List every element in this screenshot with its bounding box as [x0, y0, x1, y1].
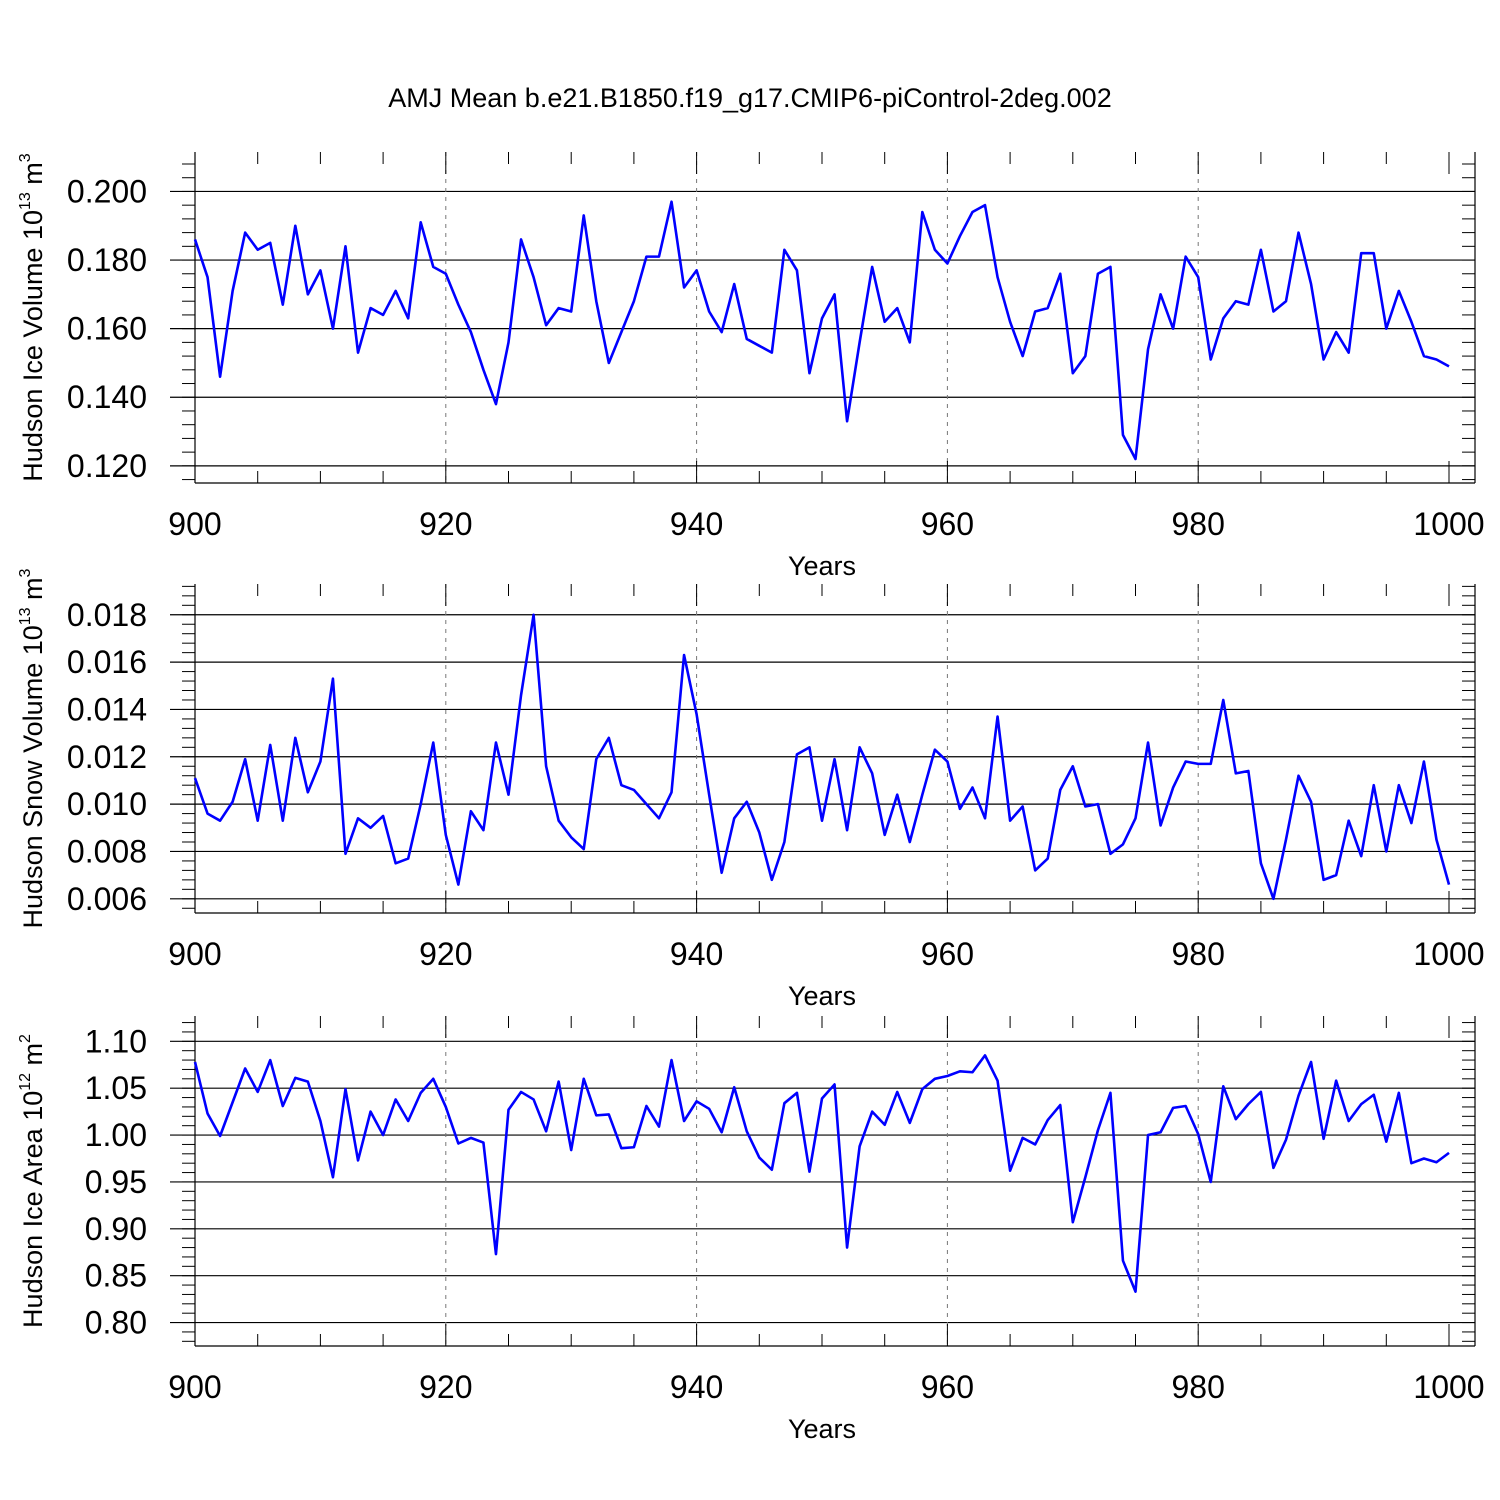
- x-tick-label: 960: [921, 1369, 974, 1405]
- x-tick-label: 920: [419, 1369, 472, 1405]
- panel-2: 0.006 0.008 0.010 0.012 0.014 0.016 0.018 900 92…: [17, 568, 1485, 1011]
- x-tick-label: 1000: [1413, 506, 1484, 542]
- y-axis-title-superscript: 12: [17, 1073, 34, 1091]
- y-tick-label: 0.85: [85, 1258, 147, 1294]
- y-tick-label: 0.014: [67, 691, 147, 727]
- series-line: [193, 200, 1450, 461]
- x-axis-title: Years: [788, 551, 856, 581]
- y-axis-title: Hudson Ice Volume 1013 m3: [17, 153, 48, 481]
- y-tick-label: 0.180: [67, 242, 147, 278]
- x-tick-label: 940: [670, 936, 723, 972]
- y-axis-title-part: Hudson Ice Area 10: [18, 1091, 48, 1328]
- x-tick-label: 1000: [1413, 1369, 1484, 1405]
- x-tick-label: 900: [168, 506, 221, 542]
- y-axis-title-superscript: 2: [17, 1034, 34, 1043]
- series-line: [193, 613, 1451, 901]
- x-tick-label: 980: [1172, 1369, 1225, 1405]
- x-tick-label: 940: [670, 506, 723, 542]
- x-tick-label: 980: [1172, 506, 1225, 542]
- y-tick-label: 0.140: [67, 379, 147, 415]
- x-tick-label: 1000: [1413, 936, 1484, 972]
- y-axis-title-part: m: [18, 1043, 48, 1073]
- panels: 0.120 0.140 0.160 0.180 0.200 900 920 940 960 980…: [17, 152, 1485, 1444]
- x-tick-label: 900: [168, 936, 221, 972]
- y-tick-label: 1.05: [85, 1070, 147, 1106]
- x-tick-label: 980: [1172, 936, 1225, 972]
- y-tick-label: 1.10: [85, 1023, 147, 1059]
- y-axis-title-superscript: 3: [17, 568, 34, 577]
- panel-1: 0.120 0.140 0.160 0.180 0.200 900 920 940 960 980…: [17, 152, 1485, 581]
- y-axis-title-superscript: 13: [17, 192, 34, 210]
- y-tick-label: 0.120: [67, 448, 147, 484]
- y-axis-title-superscript: 3: [17, 153, 34, 162]
- series-line: [193, 1054, 1450, 1293]
- y-tick-label: 0.012: [67, 739, 147, 775]
- y-tick-label: 0.160: [67, 311, 147, 347]
- y-tick-label: 0.008: [67, 833, 147, 869]
- y-tick-label: 0.018: [67, 597, 147, 633]
- x-tick-label: 960: [921, 936, 974, 972]
- x-tick-label: 960: [921, 506, 974, 542]
- y-axis-title-superscript: 13: [17, 607, 34, 625]
- y-tick-label: 0.90: [85, 1211, 147, 1247]
- y-axis-title: Hudson Snow Volume 1013 m3: [17, 568, 48, 928]
- x-tick-label: 900: [168, 1369, 221, 1405]
- y-tick-label: 0.95: [85, 1164, 147, 1200]
- x-axis-title: Years: [788, 981, 856, 1011]
- y-axis-title-part: Hudson Ice Volume 10: [18, 210, 48, 482]
- y-tick-label: 0.006: [67, 881, 147, 917]
- x-axis-title: Years: [788, 1414, 856, 1444]
- figure-title: AMJ Mean b.e21.B1850.f19_g17.CMIP6-piCon…: [388, 83, 1111, 113]
- y-tick-label: 0.010: [67, 786, 147, 822]
- x-tick-label: 940: [670, 1369, 723, 1405]
- y-tick-label: 0.016: [67, 644, 147, 680]
- y-axis-title: Hudson Ice Area 1012 m2: [17, 1034, 48, 1328]
- x-tick-label: 920: [419, 506, 472, 542]
- y-axis-title-part: m: [18, 577, 48, 607]
- x-tick-label: 920: [419, 936, 472, 972]
- panel-3: 0.80 0.85 0.90 0.95 1.00 1.05 1.10 900 920 940 960…: [17, 1016, 1485, 1444]
- y-axis-title-part: m: [18, 162, 48, 192]
- y-tick-label: 0.200: [67, 173, 147, 209]
- y-axis-title-part: Hudson Snow Volume 10: [18, 625, 48, 928]
- y-tick-label: 1.00: [85, 1117, 147, 1153]
- y-tick-label: 0.80: [85, 1305, 147, 1341]
